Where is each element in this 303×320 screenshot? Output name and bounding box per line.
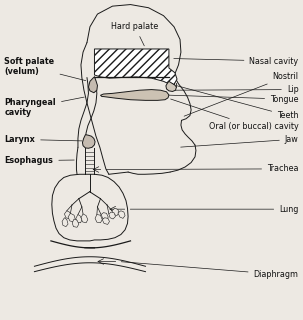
Text: Nostril: Nostril xyxy=(184,72,299,116)
Text: Soft palate
(velum): Soft palate (velum) xyxy=(4,57,86,81)
Text: Diaphragm: Diaphragm xyxy=(121,262,299,279)
Polygon shape xyxy=(65,211,71,219)
Polygon shape xyxy=(52,174,128,241)
Polygon shape xyxy=(81,214,88,223)
Text: Jaw: Jaw xyxy=(181,135,299,147)
Text: Larynx: Larynx xyxy=(4,135,82,144)
Polygon shape xyxy=(95,49,177,84)
Polygon shape xyxy=(95,215,102,223)
Polygon shape xyxy=(101,90,169,100)
Text: Lung: Lung xyxy=(130,205,299,214)
Polygon shape xyxy=(166,81,176,92)
Text: Oral (or buccal) cavity: Oral (or buccal) cavity xyxy=(171,99,299,131)
Text: Esophagus: Esophagus xyxy=(4,156,74,165)
Polygon shape xyxy=(62,218,68,227)
Polygon shape xyxy=(88,77,98,93)
Polygon shape xyxy=(101,213,108,220)
Polygon shape xyxy=(72,219,79,227)
Text: Tongue: Tongue xyxy=(166,95,299,104)
Polygon shape xyxy=(102,218,109,224)
Polygon shape xyxy=(118,211,125,218)
Text: Lip: Lip xyxy=(175,85,299,94)
Polygon shape xyxy=(68,213,75,222)
Text: Pharyngeal
cavity: Pharyngeal cavity xyxy=(4,97,84,117)
Text: Teeth: Teeth xyxy=(177,86,299,120)
Text: Trachea: Trachea xyxy=(106,164,299,173)
Text: Nasal cavity: Nasal cavity xyxy=(174,57,299,66)
Polygon shape xyxy=(109,212,115,219)
Polygon shape xyxy=(112,208,119,215)
Polygon shape xyxy=(82,135,95,148)
Polygon shape xyxy=(76,215,82,223)
Text: Hard palate: Hard palate xyxy=(112,22,158,46)
